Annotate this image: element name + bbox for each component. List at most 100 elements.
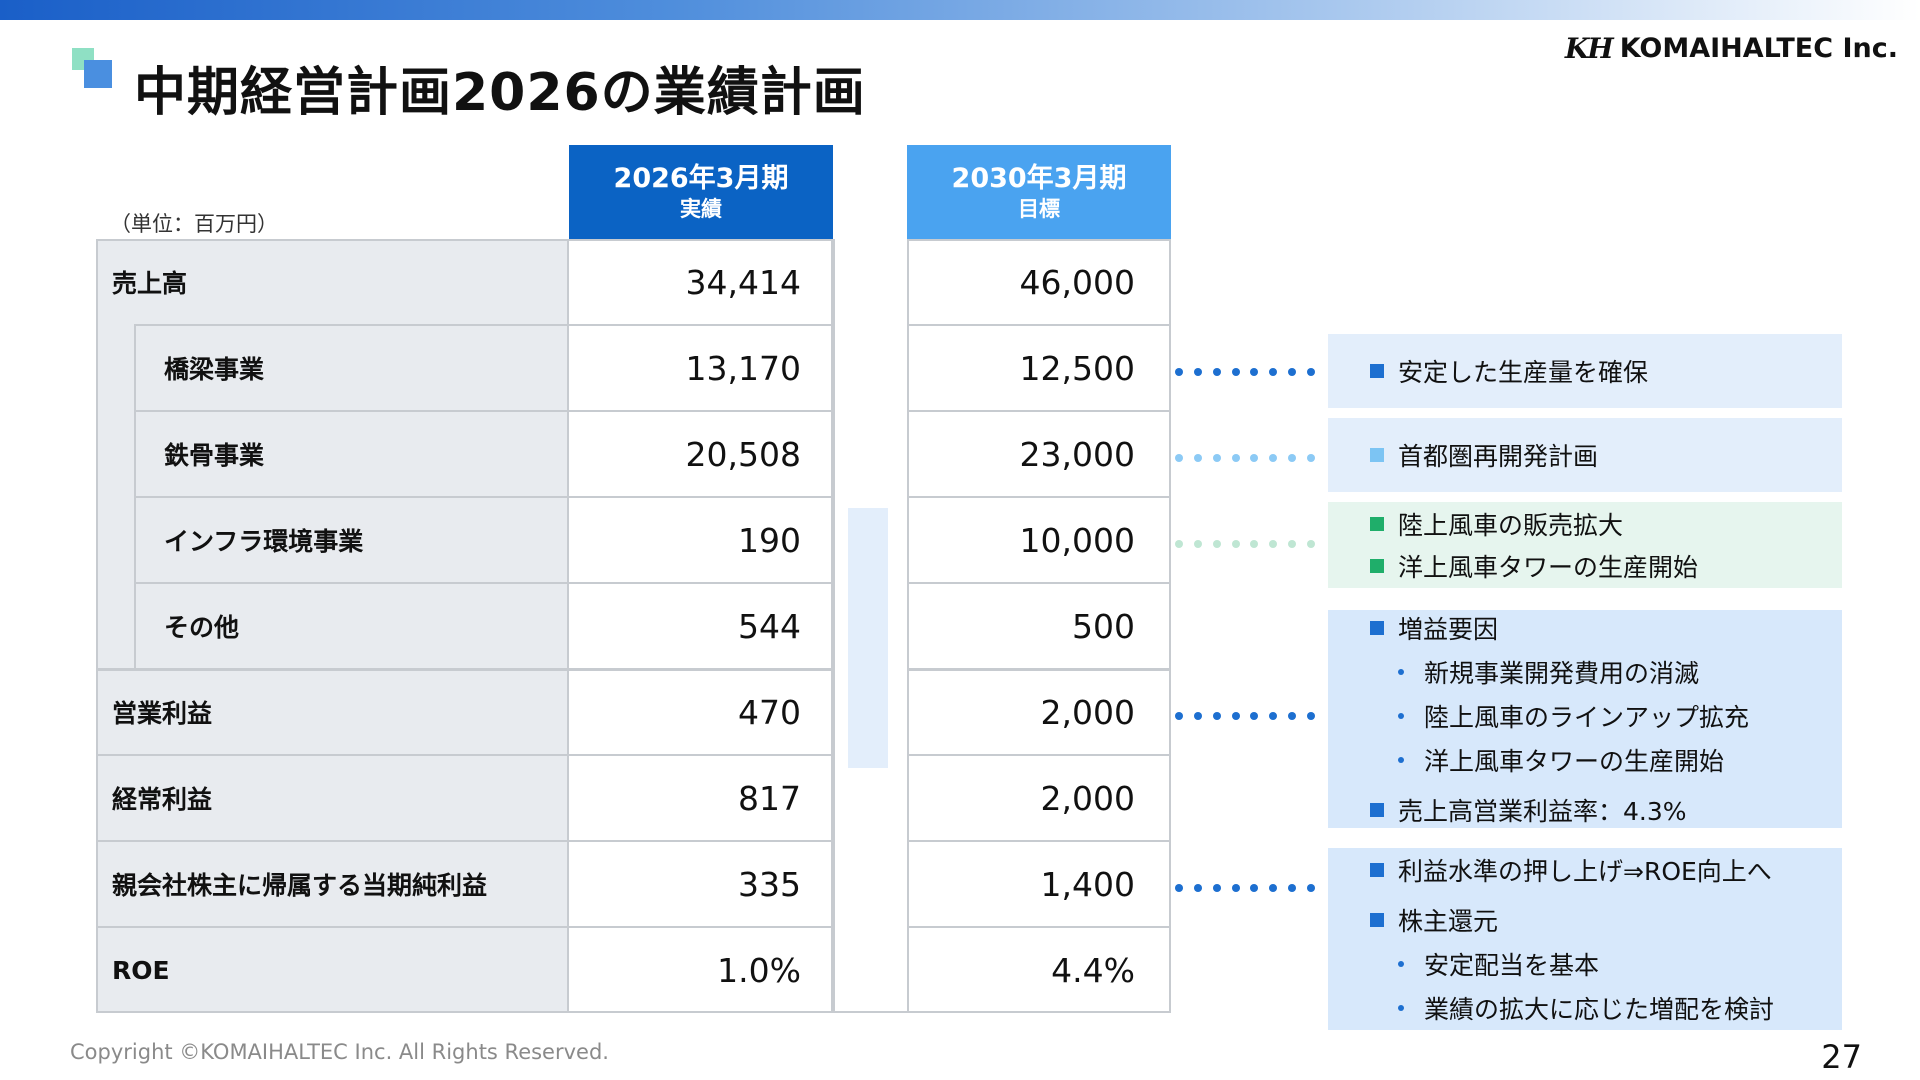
square-bullet-icon xyxy=(1370,559,1384,573)
connector-dot xyxy=(1212,540,1221,548)
row-divider xyxy=(96,926,1171,928)
note-bridge-text: 安定した生産量を確保 xyxy=(1398,358,1649,387)
note-infra-text-2: 洋上風車タワーの生産開始 xyxy=(1398,553,1699,582)
connector-dot xyxy=(1231,540,1240,548)
target-infra: 10,000 xyxy=(1019,520,1135,560)
connector-dot xyxy=(1193,368,1202,376)
connector-dot xyxy=(1269,454,1278,462)
target-net-income: 1,400 xyxy=(1040,864,1135,904)
connector-dot xyxy=(1231,884,1240,892)
actual-steel: 20,508 xyxy=(685,434,801,474)
target-values-column xyxy=(907,239,1171,1013)
connector-dot xyxy=(1212,884,1221,892)
target-other: 500 xyxy=(1072,606,1135,646)
square-bullet-icon xyxy=(1370,448,1384,462)
square-bullet-icon xyxy=(1370,621,1384,635)
note-profit-extra: 売上高営業利益率：4.3% xyxy=(1398,797,1687,826)
actual-operating-profit: 470 xyxy=(738,692,801,732)
connector-dot xyxy=(1212,712,1221,720)
note-net-income-2: 株主還元 xyxy=(1398,907,1499,936)
row-label-operating-profit: 営業利益 xyxy=(112,699,213,728)
note-profit-heading: 増益要因 xyxy=(1398,615,1499,644)
actual-roe: 1.0% xyxy=(717,950,801,990)
connector-net-income xyxy=(1175,882,1315,894)
row-label-sales: 売上高 xyxy=(112,269,188,298)
column-header-actual-type: 実績 xyxy=(680,197,722,221)
dot-bullet-icon xyxy=(1398,713,1404,719)
connector-dot xyxy=(1231,712,1240,720)
note-profit: 増益要因 新規事業開発費用の消滅 陸上風車のラインアップ拡充 洋上風車タワーの生… xyxy=(1328,610,1842,828)
note-profit-sub-3: 洋上風車タワーの生産開始 xyxy=(1424,747,1725,776)
connector-dot xyxy=(1269,540,1278,548)
connector-dot xyxy=(1306,712,1315,720)
row-divider xyxy=(96,840,1171,842)
connector-dot xyxy=(1250,540,1259,548)
row-divider xyxy=(96,754,1171,756)
column-header-target-period: 2030年3月期 xyxy=(951,163,1127,194)
connector-dot xyxy=(1250,884,1259,892)
row-label-net-income: 親会社株主に帰属する当期純利益 xyxy=(112,871,488,900)
note-net-income-1: 利益水準の押し上げ⇒ROE向上へ xyxy=(1398,857,1772,886)
connector-dot xyxy=(1288,454,1297,462)
connector-dot xyxy=(1193,540,1202,548)
arrow-band-overlay xyxy=(848,508,888,768)
row-label-other: その他 xyxy=(164,613,240,642)
square-bullet-icon xyxy=(1370,364,1384,378)
connector-dot xyxy=(1175,884,1183,892)
column-header-actual: 2026年3月期 実績 xyxy=(569,145,833,239)
actual-bridge: 13,170 xyxy=(685,348,801,388)
page-number: 27 xyxy=(1821,1038,1862,1076)
actual-sales: 34,414 xyxy=(685,262,801,302)
actual-values-column xyxy=(569,239,833,1013)
square-bullet-icon xyxy=(1370,913,1384,927)
row-divider xyxy=(134,496,1171,498)
connector-profit xyxy=(1175,710,1315,722)
column-header-actual-period: 2026年3月期 xyxy=(613,163,789,194)
connector-steel xyxy=(1175,452,1315,464)
note-infra-text-1: 陸上風車の販売拡大 xyxy=(1398,511,1624,540)
target-roe: 4.4% xyxy=(1051,950,1135,990)
connector-dot xyxy=(1288,884,1297,892)
page-title: 中期経営計画2026の業績計画 xyxy=(134,63,866,123)
note-steel: 首都圏再開発計画 xyxy=(1328,418,1842,492)
row-label-steel: 鉄骨事業 xyxy=(164,441,265,470)
dot-bullet-icon xyxy=(1398,757,1404,763)
connector-dot xyxy=(1193,884,1202,892)
logo-text: KOMAIHALTEC Inc. xyxy=(1619,33,1898,64)
connector-bridge xyxy=(1175,366,1315,378)
connector-dot xyxy=(1175,540,1183,548)
note-net-income: 利益水準の押し上げ⇒ROE向上へ 株主還元 安定配当を基本 業績の拡大に応じた増… xyxy=(1328,848,1842,1030)
title-square-icon xyxy=(72,48,116,92)
company-logo: KH KOMAIHALTEC Inc. xyxy=(1565,32,1898,65)
connector-dot xyxy=(1212,454,1221,462)
row-divider xyxy=(96,668,1171,671)
row-label-infra: インフラ環境事業 xyxy=(164,527,364,556)
square-bullet-icon xyxy=(1370,517,1384,531)
target-sales: 46,000 xyxy=(1019,262,1135,302)
connector-dot xyxy=(1306,540,1315,548)
connector-dot xyxy=(1175,454,1183,462)
row-label-roe: ROE xyxy=(112,955,170,985)
square-bullet-icon xyxy=(1370,863,1384,877)
connector-dot xyxy=(1250,368,1259,376)
connector-dot xyxy=(1269,712,1278,720)
connector-dot xyxy=(1193,712,1202,720)
target-steel: 23,000 xyxy=(1019,434,1135,474)
connector-dot xyxy=(1288,712,1297,720)
note-bridge: 安定した生産量を確保 xyxy=(1328,334,1842,408)
target-operating-profit: 2,000 xyxy=(1040,692,1135,732)
connector-dot xyxy=(1175,712,1183,720)
unit-label: （単位：百万円） xyxy=(110,212,278,236)
actual-net-income: 335 xyxy=(738,864,801,904)
row-divider xyxy=(134,410,1171,412)
note-infra: 陸上風車の販売拡大 洋上風車タワーの生産開始 xyxy=(1328,502,1842,588)
note-steel-text: 首都圏再開発計画 xyxy=(1398,442,1599,471)
row-divider xyxy=(134,324,1171,326)
dot-bullet-icon xyxy=(1398,961,1404,967)
note-profit-sub-2: 陸上風車のラインアップ拡充 xyxy=(1424,703,1750,732)
logo-mark-icon: KH xyxy=(1564,32,1614,65)
column-header-target: 2030年3月期 目標 xyxy=(907,145,1171,239)
target-bridge: 12,500 xyxy=(1019,348,1135,388)
connector-dot xyxy=(1250,712,1259,720)
row-label-bridge: 橋梁事業 xyxy=(164,355,265,384)
